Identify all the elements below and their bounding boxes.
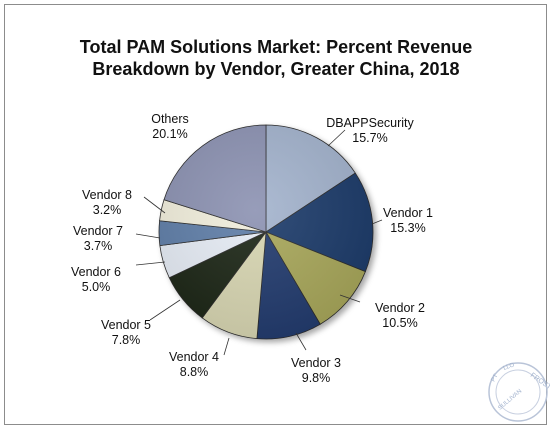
slice-name: Vendor 5 bbox=[100, 318, 152, 332]
svg-text:SULLIVAN: SULLIVAN bbox=[497, 389, 523, 412]
slice-name: Vendor 6 bbox=[70, 265, 122, 279]
chart-title-line-1: Total PAM Solutions Market: Percent Reve… bbox=[79, 37, 473, 57]
leader-line-vendor-8 bbox=[143, 196, 166, 214]
svg-text:PT: PT bbox=[491, 373, 500, 383]
leader-line-dbappsecurity bbox=[327, 129, 346, 147]
slice-name: Vendor 1 bbox=[382, 206, 434, 220]
leader-line-vendor-3 bbox=[295, 332, 307, 351]
slice-value: 9.8% bbox=[301, 371, 331, 385]
slice-label-vendor-7: Vendor 7 3.7% bbox=[48, 224, 148, 254]
slice-label-others: Others 20.1% bbox=[120, 112, 220, 142]
slice-value: 15.3% bbox=[390, 221, 426, 235]
slice-label-vendor-1: Vendor 1 15.3% bbox=[358, 206, 458, 236]
slice-value: 8.8% bbox=[179, 365, 209, 379]
slice-name: DBAPPSecurity bbox=[326, 116, 414, 130]
slice-label-vendor-4: Vendor 4 8.8% bbox=[144, 350, 244, 380]
leader-lines bbox=[135, 129, 383, 356]
leader-line-vendor-5 bbox=[149, 299, 181, 321]
slice-value: 7.8% bbox=[111, 333, 141, 347]
slice-name: Vendor 2 bbox=[374, 301, 426, 315]
slice-name: Others bbox=[151, 112, 189, 126]
slice-value: 15.7% bbox=[352, 131, 388, 145]
slice-value: 20.1% bbox=[152, 127, 188, 141]
slice-name: Vendor 8 bbox=[81, 188, 133, 202]
slice-label-vendor-5: Vendor 5 7.8% bbox=[76, 318, 176, 348]
chart-title: Total PAM Solutions Market: Percent Reve… bbox=[0, 36, 552, 80]
slice-label-vendor-6: Vendor 6 5.0% bbox=[46, 265, 146, 295]
slice-label-dbappsecurity: DBAPPSecurity 15.7% bbox=[320, 116, 420, 146]
slice-value: 10.5% bbox=[382, 316, 418, 330]
leader-line-vendor-2 bbox=[339, 294, 361, 303]
slice-value: 5.0% bbox=[81, 280, 111, 294]
slice-name: Vendor 4 bbox=[168, 350, 220, 364]
slice-value: 3.2% bbox=[92, 203, 122, 217]
chart-title-line-2: Breakdown by Vendor, Greater China, 2018 bbox=[92, 59, 460, 79]
slice-label-vendor-8: Vendor 8 3.2% bbox=[57, 188, 157, 218]
pie-slices bbox=[158, 124, 374, 340]
slice-label-vendor-3: Vendor 3 9.8% bbox=[266, 356, 366, 386]
leader-line-vendor-4 bbox=[223, 337, 230, 356]
svg-text:LLO: LLO bbox=[503, 362, 516, 372]
slice-name: Vendor 3 bbox=[290, 356, 342, 370]
slice-name: Vendor 7 bbox=[72, 224, 124, 238]
frost-sullivan-seal: FROST SULLIVAN PT LLO bbox=[488, 362, 550, 422]
leader-line-vendor-6 bbox=[135, 261, 166, 266]
leader-line-vendor-7 bbox=[135, 233, 161, 239]
slice-label-vendor-2: Vendor 2 10.5% bbox=[350, 301, 450, 331]
leader-line-vendor-1 bbox=[371, 219, 383, 225]
slice-value: 3.7% bbox=[83, 239, 113, 253]
